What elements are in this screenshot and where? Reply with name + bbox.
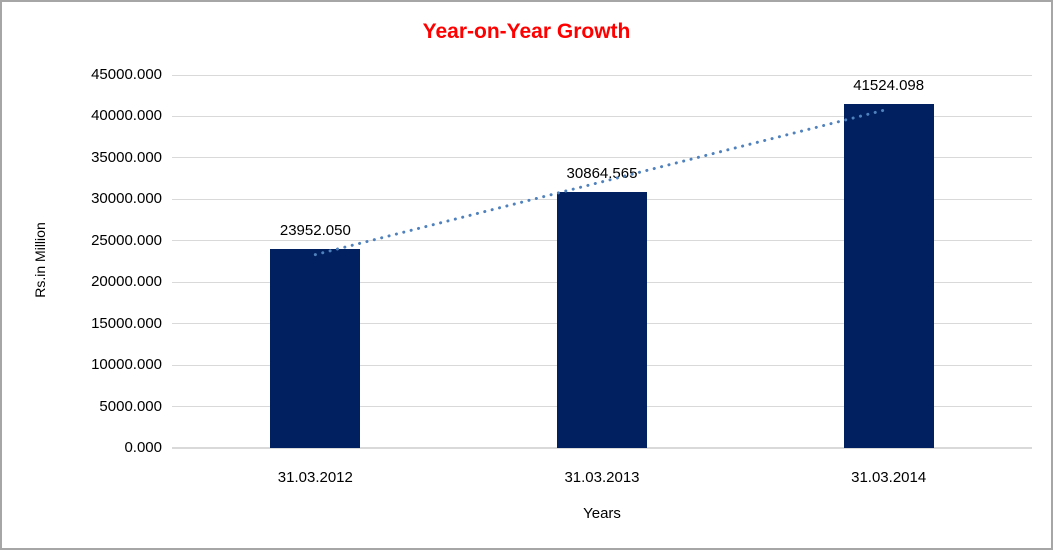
bar [843,103,934,448]
x-axis-title: Years [583,505,621,522]
bar-value-label: 23952.050 [279,222,351,240]
y-tick-label: 25000.000 [91,231,162,249]
y-tick-label: 35000.000 [91,148,162,166]
y-tick-label: 20000.000 [91,273,162,291]
y-tick-label: 15000.000 [91,314,162,332]
x-tick-label: 31.03.2012 [277,469,353,486]
y-axis-title: Rs.in Million [32,222,48,298]
y-tick-label: 45000.000 [91,66,162,83]
x-tick-label: 31.03.2014 [851,469,927,486]
y-tick-label: 0.000 [124,439,162,456]
y-tick-label: 10000.000 [91,356,162,374]
y-tick-label: 40000.000 [91,107,162,125]
bar-value-label: 30864.565 [566,165,638,183]
gridline [172,74,1032,76]
bar [557,192,647,448]
y-tick-label: 5000.000 [99,397,162,415]
bar [270,249,361,448]
gridline [172,447,1032,449]
chart-title: Year-on-Year Growth [422,20,631,43]
y-tick-label: 30000.000 [91,190,162,208]
x-tick-label: 31.03.2013 [564,469,640,486]
bar-value-label: 41524.098 [853,76,925,94]
